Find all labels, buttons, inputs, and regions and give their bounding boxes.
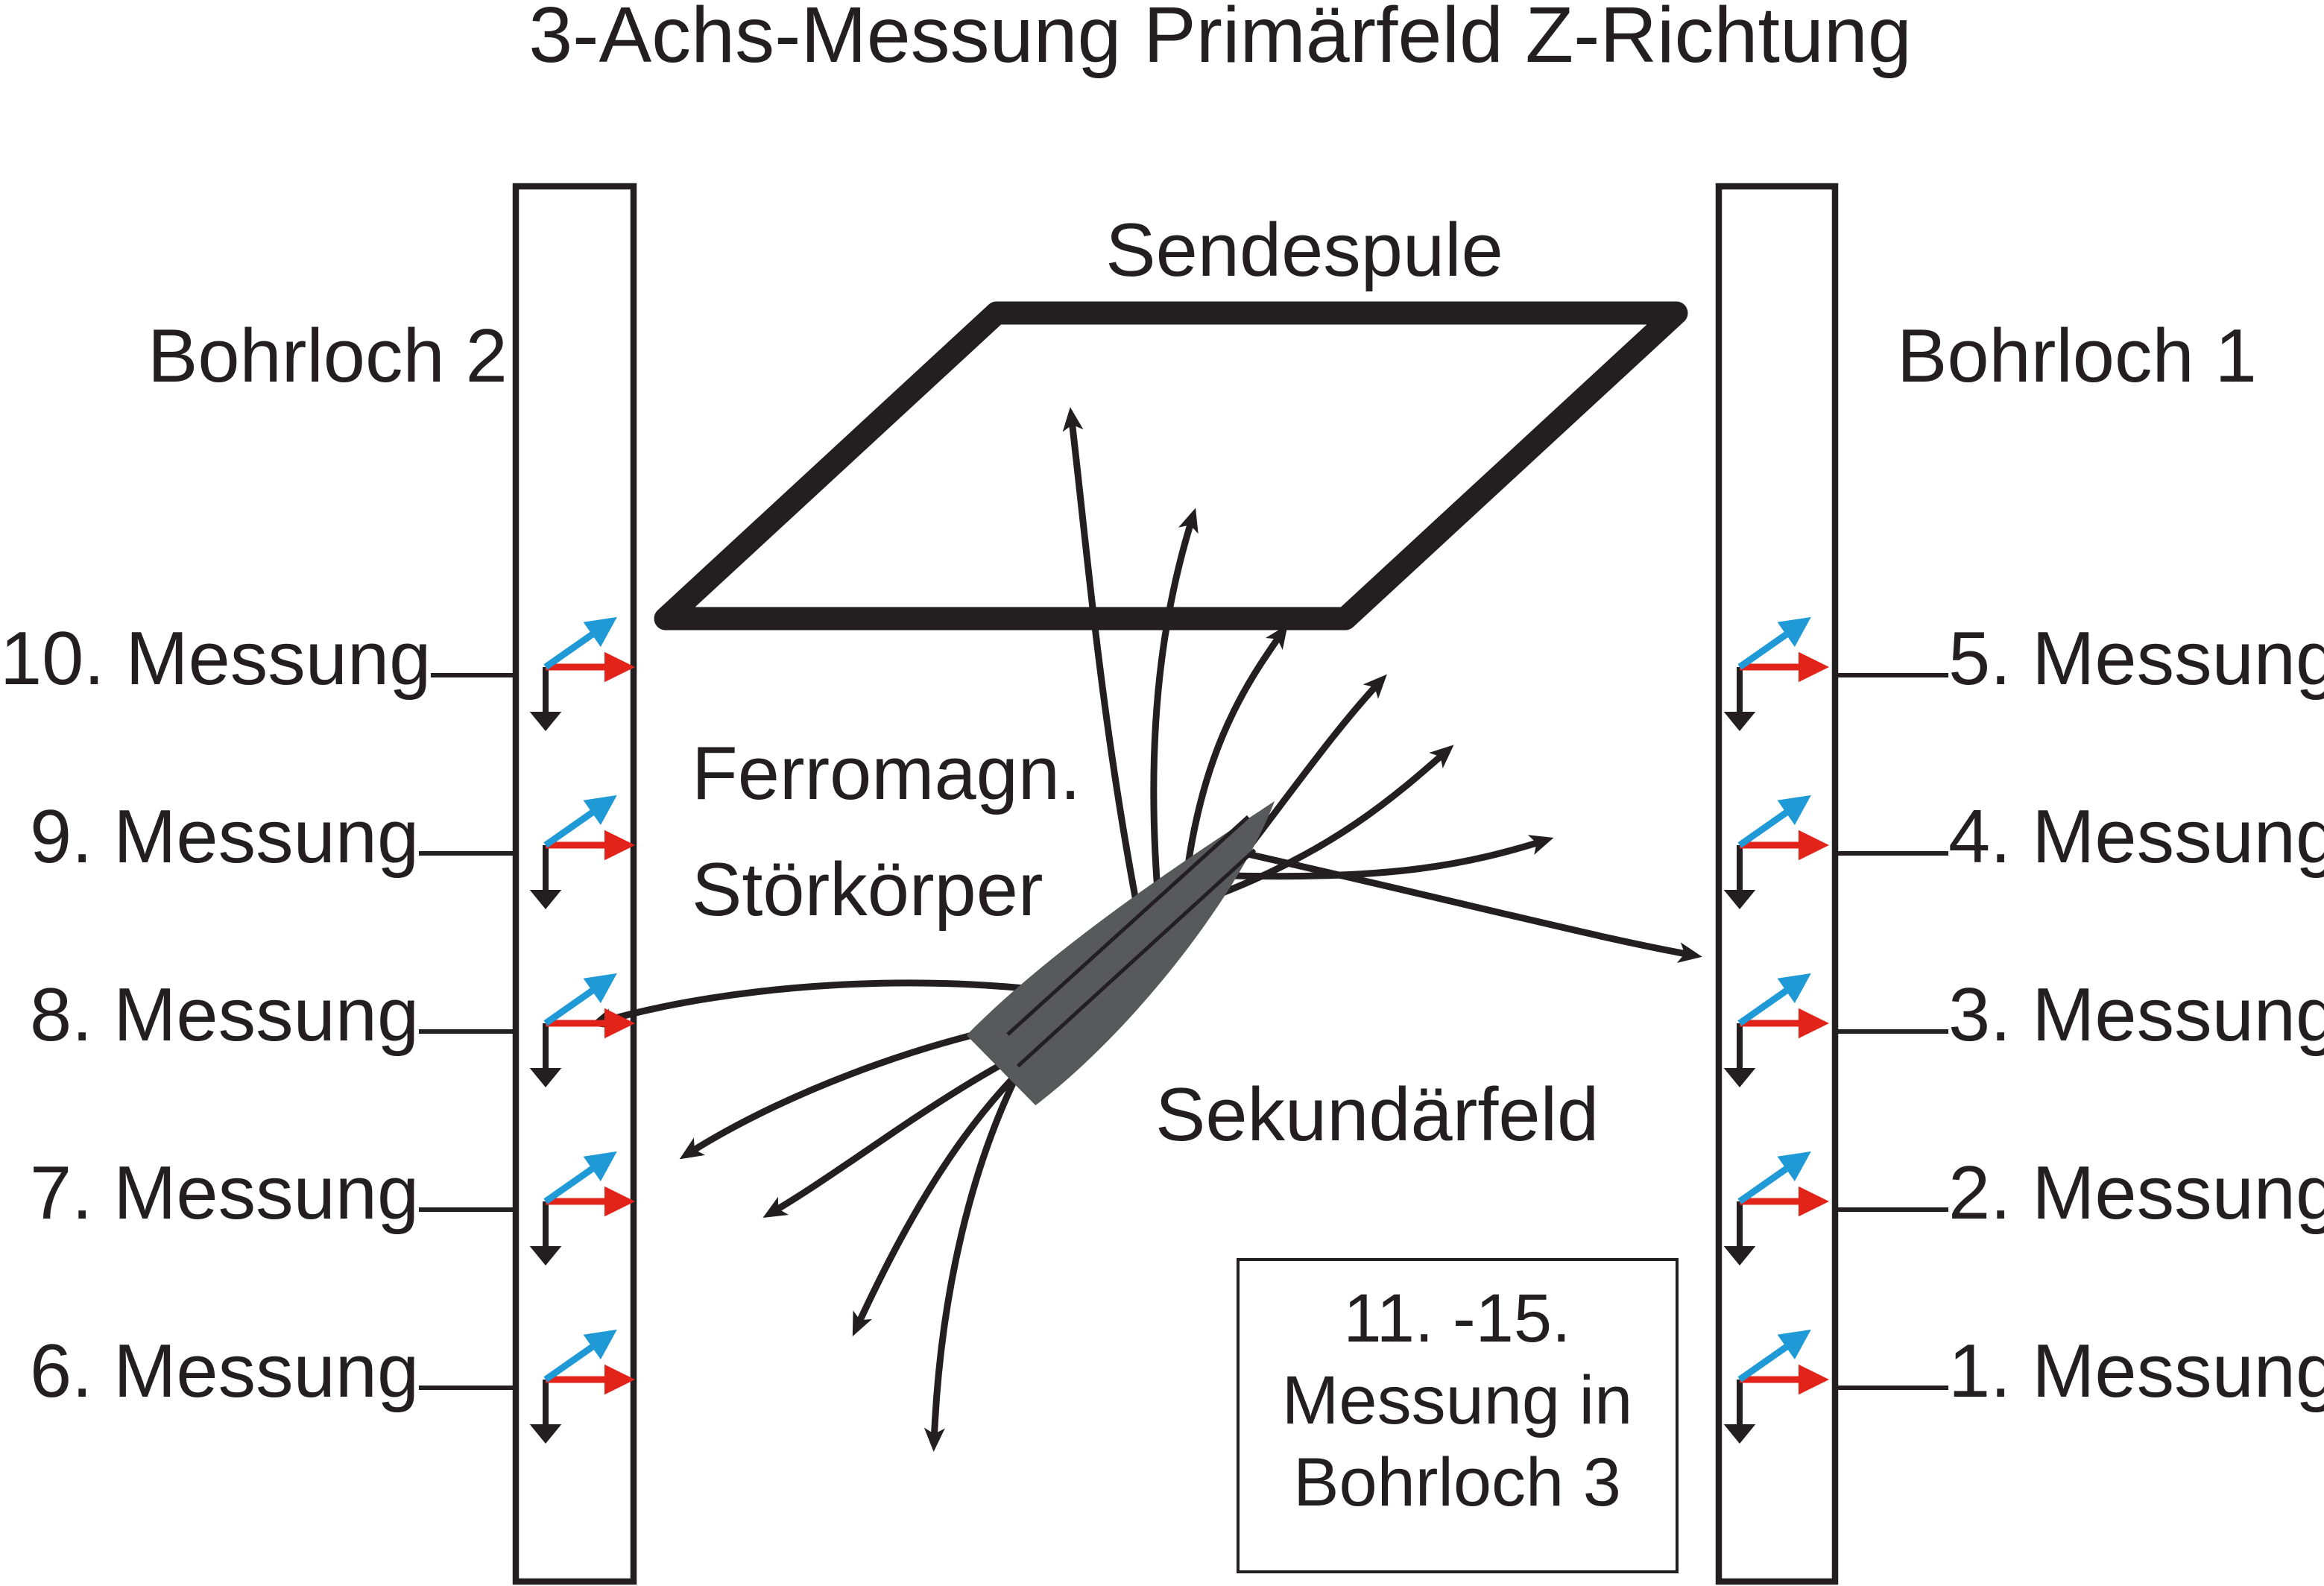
svg-text:2. Messung: 2. Messung xyxy=(1948,1151,2324,1235)
svg-text:Bohrloch 1: Bohrloch 1 xyxy=(1897,315,2257,398)
svg-text:11. -15.: 11. -15. xyxy=(1343,1280,1570,1356)
svg-text:Messung in: Messung in xyxy=(1282,1362,1632,1438)
svg-text:6. Messung: 6. Messung xyxy=(30,1330,419,1413)
svg-text:4. Messung: 4. Messung xyxy=(1948,795,2324,879)
svg-text:3-Achs-Messung Primärfeld Z-Ri: 3-Achs-Messung Primärfeld Z-Richtung xyxy=(528,0,1912,79)
svg-text:Sendespule: Sendespule xyxy=(1105,209,1503,292)
svg-text:Störkörper: Störkörper xyxy=(692,848,1043,932)
svg-text:1. Messung: 1. Messung xyxy=(1948,1330,2324,1413)
svg-text:3. Messung: 3. Messung xyxy=(1948,973,2324,1057)
svg-text:Bohrloch 2: Bohrloch 2 xyxy=(148,315,508,398)
svg-text:7. Messung: 7. Messung xyxy=(30,1151,419,1235)
svg-text:Bohrloch 3: Bohrloch 3 xyxy=(1293,1444,1621,1520)
svg-text:Sekundärfeld: Sekundärfeld xyxy=(1155,1073,1599,1157)
svg-text:5. Messung: 5. Messung xyxy=(1948,617,2324,701)
svg-text:Ferromagn.: Ferromagn. xyxy=(692,732,1081,815)
svg-text:10. Messung: 10. Messung xyxy=(0,617,431,701)
svg-text:9. Messung: 9. Messung xyxy=(30,795,419,879)
svg-text:8. Messung: 8. Messung xyxy=(30,973,419,1057)
